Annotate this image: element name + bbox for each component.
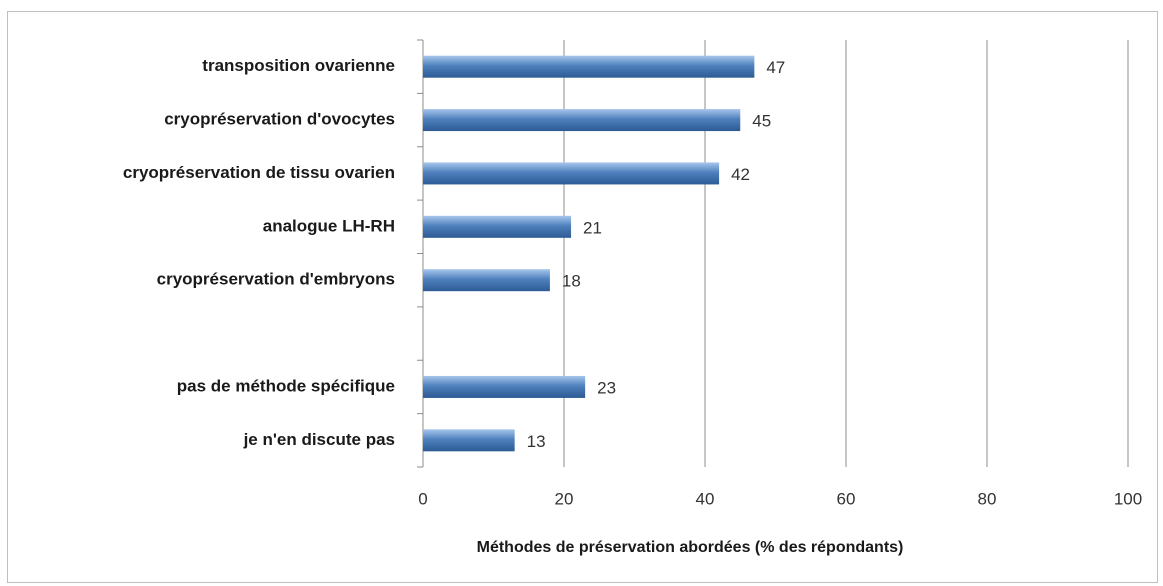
x-tick-label: 20 bbox=[555, 489, 574, 508]
y-tick-label: je n'en discute pas bbox=[243, 430, 395, 449]
x-tick-label: 60 bbox=[837, 489, 856, 508]
y-tick-label: cryopréservation d'embryons bbox=[157, 270, 395, 289]
value-label: 23 bbox=[597, 378, 616, 397]
x-axis-title: Méthodes de préservation abordées (% des… bbox=[477, 539, 904, 556]
value-label: 47 bbox=[766, 58, 785, 77]
x-tick-label: 100 bbox=[1114, 489, 1142, 508]
value-label: 13 bbox=[527, 432, 546, 451]
y-tick-label: pas de méthode spécifique bbox=[177, 376, 395, 395]
bar bbox=[423, 162, 720, 185]
bar bbox=[423, 215, 572, 238]
value-label: 42 bbox=[731, 165, 750, 184]
value-label: 45 bbox=[752, 112, 771, 131]
bar bbox=[423, 55, 755, 78]
y-tick-label: cryopréservation de tissu ovarien bbox=[123, 163, 395, 182]
value-label: 18 bbox=[562, 272, 581, 291]
x-tick-label: 80 bbox=[978, 489, 997, 508]
chart-border bbox=[7, 11, 1158, 583]
bar bbox=[423, 429, 515, 452]
bar bbox=[423, 109, 741, 132]
y-tick-label: cryopréservation d'ovocytes bbox=[164, 110, 395, 129]
bar bbox=[423, 375, 586, 398]
y-tick-label: analogue LH-RH bbox=[263, 216, 395, 235]
value-label: 21 bbox=[583, 218, 602, 237]
x-tick-label: 0 bbox=[418, 489, 427, 508]
x-tick-label: 40 bbox=[696, 489, 715, 508]
bar bbox=[423, 269, 550, 292]
y-tick-label: transposition ovarienne bbox=[202, 56, 395, 75]
